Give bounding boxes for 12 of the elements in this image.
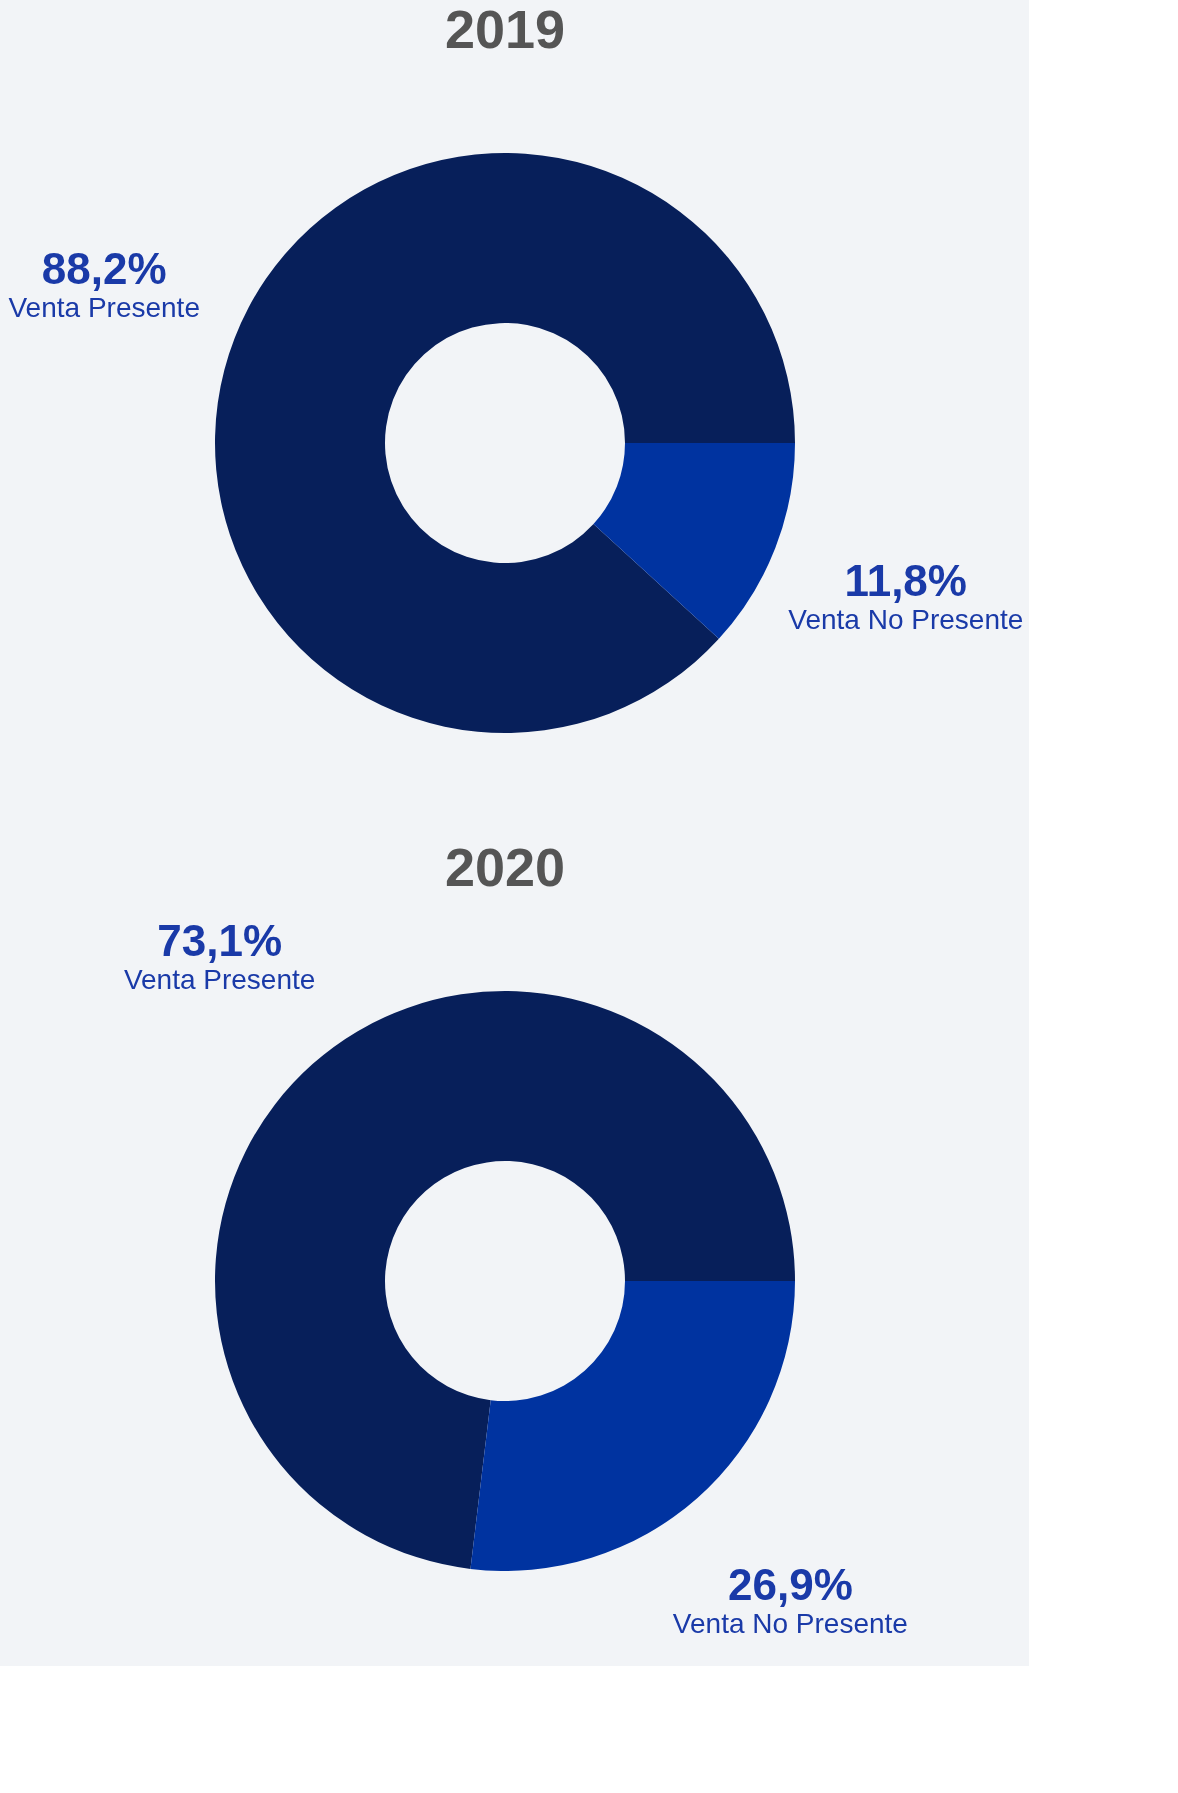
- data-label: 73,1%: [157, 916, 283, 966]
- chart-title: 2020: [444, 837, 566, 897]
- slice-label: Venta No Presente: [672, 1607, 908, 1639]
- slice-label: Venta No Presente: [788, 603, 1024, 635]
- data-label: 11,8%: [844, 555, 967, 605]
- slice-label: Venta Presente: [8, 292, 200, 324]
- data-label: 88,2%: [41, 244, 167, 294]
- chart-title: 2019: [444, 0, 566, 59]
- slice-label: Venta Presente: [123, 964, 316, 996]
- donut-slice: [215, 991, 795, 1569]
- donut-slice: [470, 1281, 795, 1571]
- data-label: 26,9%: [727, 1559, 853, 1609]
